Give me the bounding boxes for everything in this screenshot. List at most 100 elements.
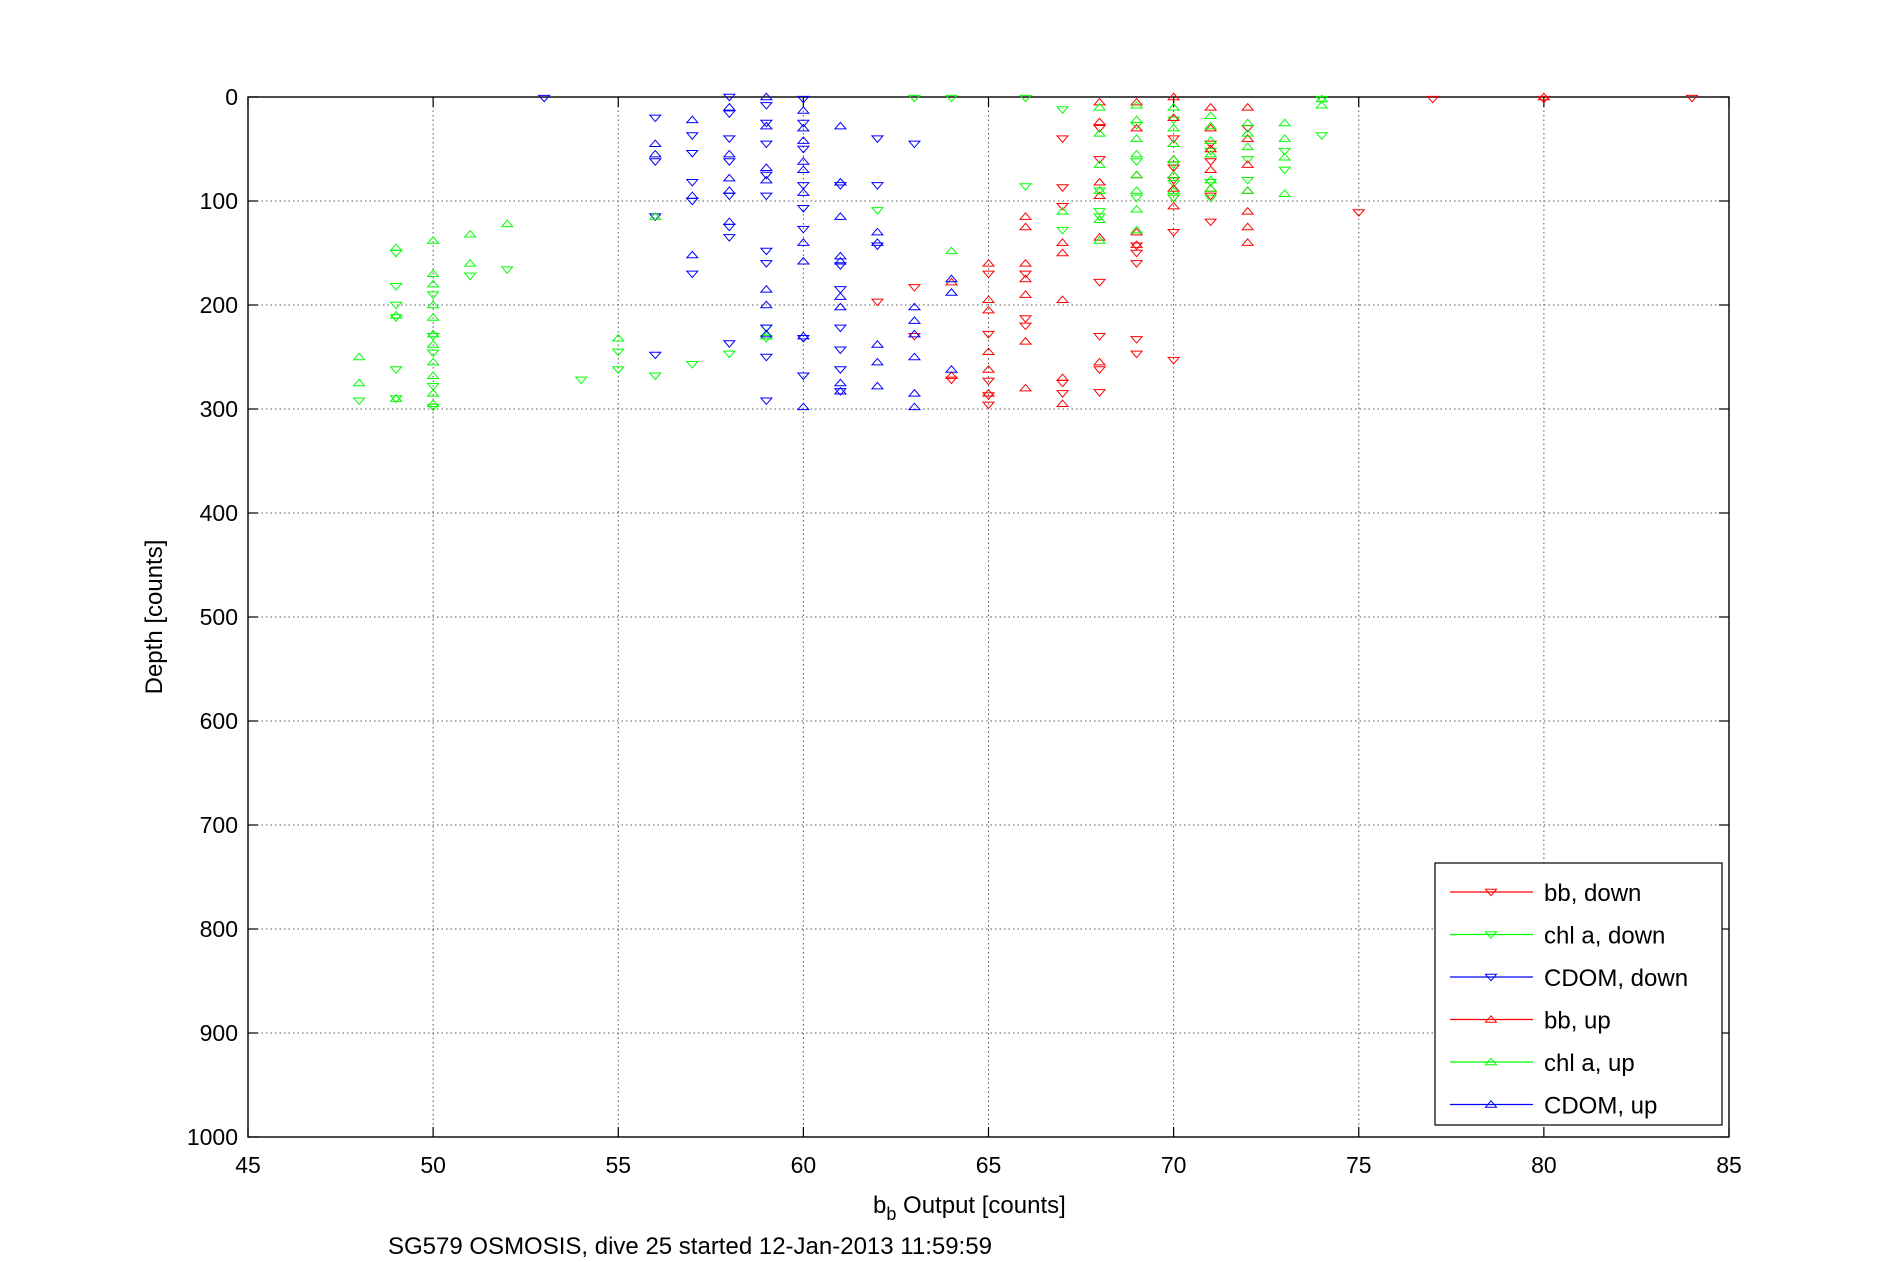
data-point-bb-up (1130, 97, 1144, 106)
data-point-cdom-down (759, 353, 773, 362)
data-point-bb-up (1204, 165, 1218, 174)
data-point-chl-a-down (426, 349, 440, 358)
data-point-bb-down (1092, 332, 1107, 341)
data-point-cdom-down (685, 149, 699, 158)
data-point-chl-a-down (1315, 132, 1329, 140)
data-point-bb-down (1130, 249, 1144, 258)
x-axis-label: bb Output [counts] (873, 1192, 1066, 1224)
data-point-bb-down (1055, 202, 1070, 211)
data-point-chl-a-up (1167, 139, 1181, 148)
data-point-chl-a-down (907, 94, 922, 103)
data-point-cdom-up (870, 340, 885, 348)
data-point-chl-a-up (463, 229, 477, 238)
data-point-cdom-down (796, 95, 810, 104)
data-point-chl-a-down (1092, 213, 1107, 222)
data-point-chl-a-up (1130, 204, 1144, 213)
data-point-bb-up (1241, 134, 1255, 142)
data-point-bb-up (1130, 227, 1144, 236)
data-point-chl-a-down (1092, 208, 1107, 216)
data-point-chl-a-down (1241, 176, 1255, 185)
data-point-chl-a-down (1055, 106, 1070, 114)
data-point-cdom-down (648, 213, 662, 222)
data-point-chl-a-up (1241, 142, 1255, 151)
y-tick-label: 800 (200, 916, 238, 942)
x-tick-label: 70 (1161, 1152, 1187, 1178)
data-point-cdom-up (833, 292, 847, 300)
data-point-bb-up (1092, 232, 1107, 241)
data-point-cdom-up (796, 402, 810, 411)
data-point-cdom-up (944, 274, 959, 283)
data-point-chl-a-down (611, 366, 625, 374)
data-point-bb-down (1130, 260, 1144, 268)
data-point-bb-up (1055, 399, 1070, 408)
y-tick-label: 200 (200, 292, 238, 318)
data-point-chl-a-down (426, 403, 440, 412)
data-point-bb-down (1018, 322, 1033, 331)
data-point-bb-down (981, 270, 996, 279)
data-point-bb-down (1018, 270, 1033, 279)
data-point-chl-a-down (1167, 194, 1181, 203)
data-point-bb-down (1092, 278, 1107, 287)
data-point-bb-down (981, 401, 996, 410)
data-point-chl-a-up (1204, 136, 1218, 144)
data-point-bb-up (1018, 383, 1033, 392)
data-point-bb-down (1092, 156, 1107, 164)
data-point-chl-a-down (463, 272, 477, 281)
data-point-cdom-up (796, 165, 810, 174)
data-point-bb-up (1018, 258, 1033, 267)
data-point-bb-up (1055, 373, 1070, 382)
data-point-cdom-down (833, 346, 847, 355)
data-point-chl-a-up (426, 269, 440, 278)
y-tick-label: 400 (200, 500, 238, 526)
data-point-cdom-down (685, 179, 699, 187)
data-point-cdom-up (833, 378, 847, 387)
data-point-bb-down (1685, 94, 1699, 103)
data-point-bb-up (1204, 144, 1218, 153)
legend-label-cdom-up: CDOM, up (1544, 1093, 1657, 1120)
data-point-chl-a-up (426, 236, 440, 244)
data-point-cdom-down (796, 145, 810, 154)
data-point-chl-a-up (426, 300, 440, 309)
data-point-chl-a-up (426, 388, 440, 397)
data-point-chl-a-up (500, 219, 514, 228)
data-point-chl-a-down (389, 366, 403, 374)
y-tick-label: 100 (200, 188, 238, 214)
x-tick-label: 85 (1716, 1152, 1742, 1178)
data-point-bb-up (1055, 295, 1070, 304)
legend-label-bb-down: bb, down (1544, 880, 1641, 907)
data-point-cdom-down (796, 225, 810, 234)
data-point-chl-a-down (389, 301, 403, 310)
data-point-cdom-down (759, 140, 773, 149)
y-tick-label: 0 (225, 84, 238, 110)
data-point-bb-down (1352, 209, 1366, 217)
data-point-cdom-up (722, 149, 736, 158)
x-tick-label: 75 (1346, 1152, 1372, 1178)
data-point-chl-a-up (389, 310, 403, 319)
data-point-cdom-up (722, 102, 736, 111)
data-point-chl-a-down (1204, 194, 1218, 203)
data-point-chl-a-down (426, 382, 440, 391)
data-point-chl-a-up (1130, 134, 1144, 142)
data-point-bb-down (944, 376, 959, 385)
data-point-cdom-up (722, 173, 736, 182)
data-point-chl-a-up (1092, 236, 1107, 244)
data-point-chl-a-up (611, 333, 625, 342)
data-point-cdom-down (907, 140, 922, 149)
data-point-bb-up (1092, 117, 1107, 126)
data-point-cdom-up (870, 227, 885, 236)
data-point-bb-up (1018, 212, 1033, 220)
data-point-cdom-up (833, 386, 847, 395)
data-point-cdom-up (833, 251, 847, 260)
data-point-chl-a-up (1278, 152, 1292, 161)
x-tick-label: 65 (976, 1152, 1002, 1178)
data-point-chl-a-up (426, 279, 440, 288)
data-point-chl-a-up (426, 371, 440, 379)
data-points (352, 92, 1699, 412)
data-point-cdom-up (796, 188, 810, 196)
data-point-chl-a-up (648, 212, 662, 220)
legend-marker-cdom-up (1484, 1100, 1498, 1108)
data-point-cdom-down (833, 324, 847, 333)
data-point-chl-a-down (1055, 226, 1070, 235)
data-point-bb-up (1204, 123, 1218, 132)
data-point-bb-up (1130, 123, 1144, 132)
